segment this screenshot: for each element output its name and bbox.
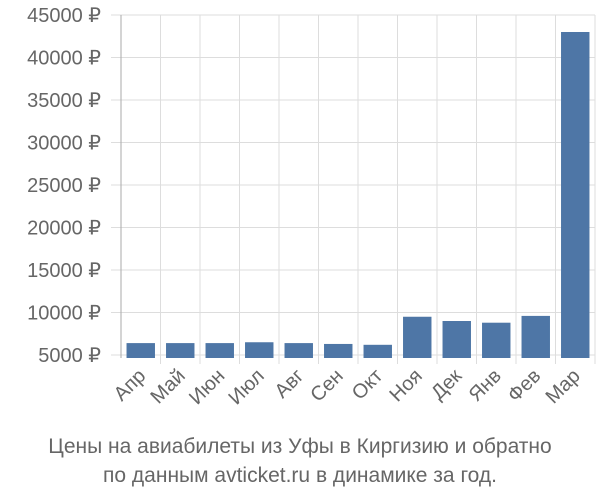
x-tick-label: Сен	[306, 365, 347, 406]
chart-caption-line-1: Цены на авиабилеты из Уфы в Киргизию и о…	[48, 435, 552, 458]
x-tick-label: Фев	[504, 365, 546, 407]
bar-9	[442, 321, 471, 358]
y-tick-label: 35000 ₽	[27, 90, 101, 112]
bar-11	[521, 315, 550, 358]
x-tick-label: Июн	[185, 365, 229, 409]
bar-12	[561, 32, 590, 358]
x-tick-label: Янв	[465, 365, 506, 406]
x-tick-label: Апр	[110, 365, 151, 406]
x-tick-label: Ноя	[385, 365, 426, 406]
bars	[126, 32, 590, 358]
bar-8	[403, 316, 432, 358]
bar-3	[205, 343, 234, 358]
chart-caption-line-2: по данным avticket.ru в динамике за год.	[103, 464, 497, 487]
x-tick-label: Окт	[348, 365, 387, 404]
y-tick-label: 10000 ₽	[27, 303, 101, 325]
x-tick-label: Май	[147, 365, 190, 408]
x-tick-label: Мар	[542, 365, 585, 408]
x-tick-label: Дек	[427, 365, 466, 404]
bar-7	[363, 344, 392, 358]
y-tick-label: 5000 ₽	[38, 345, 101, 367]
bar-1	[126, 343, 155, 358]
bar-6	[324, 343, 353, 358]
grid-lines	[111, 14, 596, 364]
x-tick-label: Авг	[271, 365, 309, 403]
y-tick-label: 40000 ₽	[27, 48, 101, 70]
bar-2	[166, 343, 195, 358]
bar-5	[284, 343, 313, 358]
x-tick-label: Июл	[225, 365, 269, 409]
y-tick-label: 45000 ₽	[27, 5, 101, 27]
bar-4	[245, 342, 274, 358]
y-tick-label: 20000 ₽	[27, 218, 101, 240]
y-tick-label: 25000 ₽	[27, 175, 101, 197]
y-tick-label: 30000 ₽	[27, 133, 101, 155]
y-axis-labels: 5000 ₽ 10000 ₽ 15000 ₽ 20000 ₽ 25000 ₽ 30000 …	[27, 5, 101, 367]
bar-chart: 5000 ₽ 10000 ₽ 15000 ₽ 20000 ₽ 25000 ₽ 30000 …	[27, 5, 596, 409]
bar-10	[482, 322, 511, 358]
y-tick-label: 15000 ₽	[27, 260, 101, 282]
